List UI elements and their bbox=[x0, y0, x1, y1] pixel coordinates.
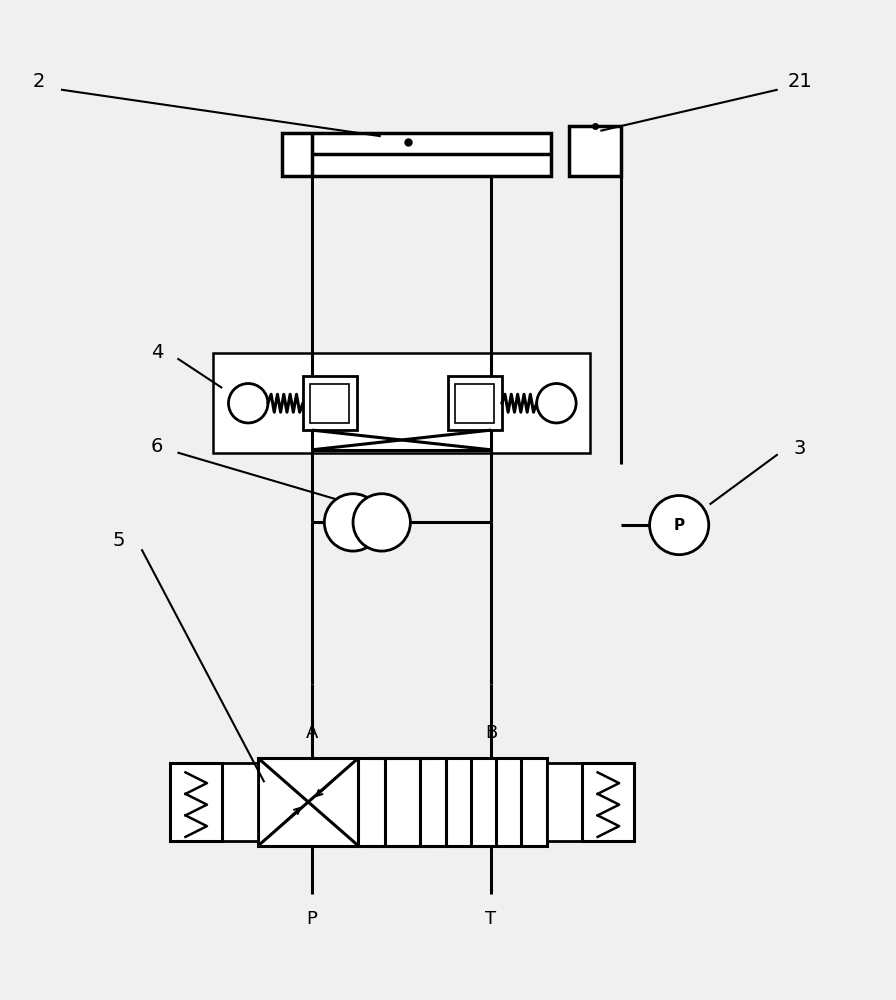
Circle shape bbox=[650, 496, 709, 555]
Bar bbox=[213, 353, 590, 453]
Text: 2: 2 bbox=[32, 72, 45, 91]
Bar bbox=[455, 384, 494, 423]
Text: P: P bbox=[306, 910, 317, 928]
Bar bbox=[303, 376, 357, 430]
Text: 21: 21 bbox=[788, 72, 813, 91]
Text: T: T bbox=[486, 910, 496, 928]
Circle shape bbox=[228, 384, 268, 423]
Bar bbox=[282, 133, 551, 176]
Bar bbox=[358, 758, 446, 846]
Text: 4: 4 bbox=[151, 343, 163, 362]
Circle shape bbox=[324, 494, 382, 551]
Text: 6: 6 bbox=[151, 437, 163, 456]
Bar bbox=[569, 126, 621, 176]
Text: 5: 5 bbox=[113, 531, 125, 550]
Bar bbox=[448, 376, 502, 430]
Bar bbox=[547, 763, 582, 841]
Text: B: B bbox=[485, 724, 497, 742]
Circle shape bbox=[537, 384, 576, 423]
Bar bbox=[222, 763, 258, 841]
Bar bbox=[446, 758, 547, 846]
Bar bbox=[258, 758, 358, 846]
Text: A: A bbox=[306, 724, 318, 742]
Bar bbox=[170, 763, 222, 841]
Bar bbox=[310, 384, 349, 423]
Text: 3: 3 bbox=[794, 439, 806, 458]
Bar bbox=[582, 763, 634, 841]
Text: P: P bbox=[674, 518, 685, 533]
Circle shape bbox=[353, 494, 410, 551]
